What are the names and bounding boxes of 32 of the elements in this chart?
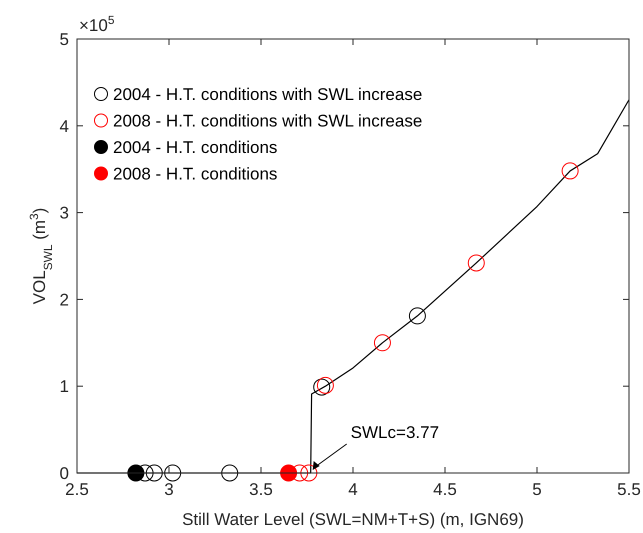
y-tick-label: 3 <box>60 204 69 223</box>
point <box>300 464 318 482</box>
point <box>374 334 391 352</box>
y-tick-label: 5 <box>60 30 69 49</box>
point <box>146 464 163 482</box>
y-tick-label: 4 <box>60 116 69 136</box>
point <box>408 307 426 324</box>
x-tick-label: 5.5 <box>617 480 641 499</box>
annotation: SWLc=3.77 <box>350 423 440 442</box>
legend-label: 2004 - H.T. conditions <box>113 138 278 157</box>
x-tick-label: 3 <box>164 480 174 499</box>
point <box>313 378 330 396</box>
legend-label: 2008 - H.T. conditions <box>113 164 278 184</box>
x-axis-title: Still Water Level (SWL=NM+T+S) (m, IGN69) <box>182 510 524 529</box>
point <box>127 464 144 482</box>
x-tick-label: 3.5 <box>249 480 273 499</box>
y-tick-label: 2 <box>60 290 69 310</box>
x-tick-label: 4 <box>348 480 358 499</box>
point <box>468 254 485 272</box>
legend-label: 2004 - H.T. conditions with SWL increase <box>113 85 422 104</box>
point <box>164 464 182 482</box>
legend-label: 2008 - H.T. conditions with SWL increase <box>113 112 422 130</box>
point <box>280 464 298 482</box>
point <box>316 376 334 394</box>
x-tick-label: 2.5 <box>65 480 89 499</box>
point <box>562 162 579 180</box>
point <box>221 464 238 482</box>
x-tick-label: 5 <box>532 480 542 499</box>
y-tick-label: 1 <box>60 377 69 396</box>
y-tick-label: 0 <box>60 464 69 483</box>
text: ×10$^{5}$ <box>79 13 115 35</box>
x-tick-label: 4.5 <box>433 480 457 499</box>
